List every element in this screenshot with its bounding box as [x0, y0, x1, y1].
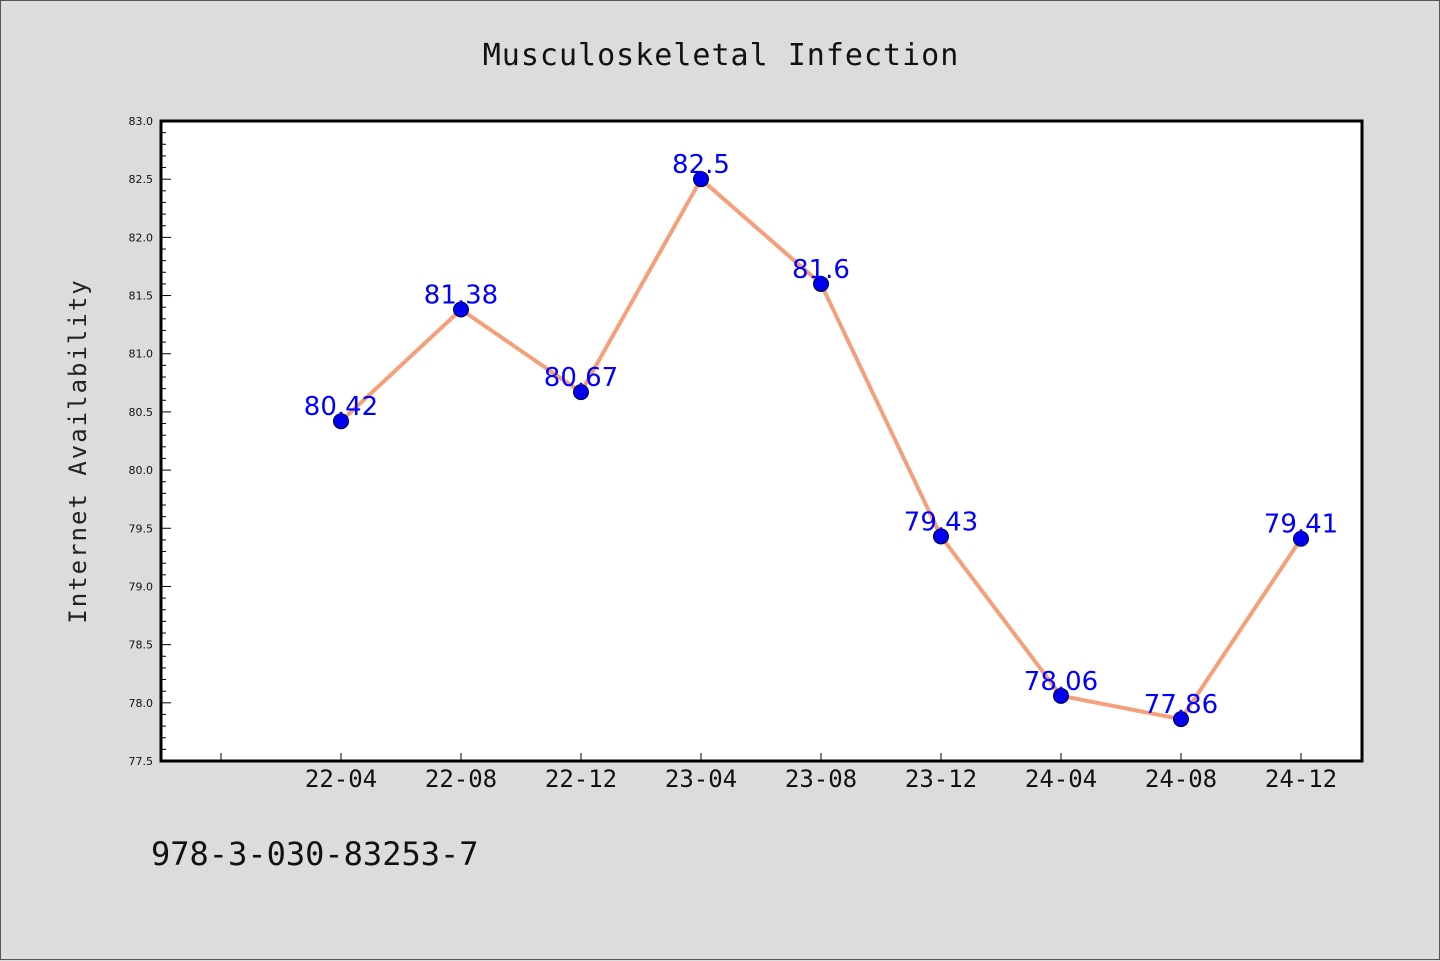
plot-area — [159, 119, 1364, 763]
x-tick-label: 22-04 — [305, 765, 377, 793]
y-tick-label: 79.0 — [129, 580, 154, 593]
x-tick-label: 23-12 — [905, 765, 977, 793]
data-label: 81.6 — [792, 255, 850, 285]
x-tick-label: 24-12 — [1265, 765, 1337, 793]
y-axis-label: Internet Availability — [64, 278, 92, 623]
data-point — [453, 301, 469, 318]
data-labels: 80.42 81.38 80.67 82.5 81.6 79.43 78.06 77.86 79… — [304, 150, 1338, 720]
data-label: 77.86 — [1144, 690, 1218, 720]
data-label: 79.41 — [1264, 510, 1338, 540]
data-label: 78.06 — [1024, 667, 1098, 697]
data-label: 81.38 — [424, 281, 498, 311]
data-point — [813, 275, 829, 292]
x-axis: 22-04 22-08 22-12 23-04 23-08 23-12 24-04 24-08… — [220, 753, 1337, 793]
data-point — [1053, 687, 1069, 704]
data-label: 82.5 — [672, 150, 730, 180]
x-tick-label: 22-08 — [425, 765, 497, 793]
x-tick-label: 24-04 — [1025, 765, 1097, 793]
data-point — [1293, 530, 1309, 547]
y-tick-label: 77.5 — [129, 755, 154, 768]
isbn-footer: 978-3-030-83253-7 — [151, 835, 479, 873]
data-label: 79.43 — [904, 507, 978, 537]
y-tick-label: 82.5 — [129, 173, 154, 186]
x-tick-label: 22-12 — [545, 765, 617, 793]
data-label: 80.42 — [304, 392, 378, 422]
y-tick-label: 82.0 — [129, 231, 154, 244]
y-tick-label: 81.0 — [129, 348, 154, 361]
y-tick-label: 80.5 — [129, 406, 154, 419]
y-axis: 77.5 78.0 78.5 79.0 79.5 80.0 80.5 81.0 81.5 82.0… — [129, 115, 171, 768]
data-point — [333, 413, 349, 430]
y-tick-label: 78.0 — [129, 697, 154, 710]
data-point — [933, 528, 949, 545]
x-tick-label: 23-08 — [785, 765, 857, 793]
x-tick-label: 23-04 — [665, 765, 737, 793]
chart-title: Musculoskeletal Infection — [483, 38, 960, 73]
y-tick-label: 80.0 — [129, 464, 154, 477]
y-tick-label: 83.0 — [129, 115, 154, 128]
data-point — [1173, 711, 1189, 728]
x-tick-label: 24-08 — [1145, 765, 1217, 793]
data-point — [573, 384, 589, 401]
y-tick-label: 81.5 — [129, 290, 154, 303]
y-tick-label: 78.5 — [129, 639, 154, 652]
series-markers — [333, 171, 1309, 728]
data-label: 80.67 — [544, 363, 618, 393]
data-point — [693, 171, 709, 188]
y-tick-label: 79.5 — [129, 522, 154, 535]
